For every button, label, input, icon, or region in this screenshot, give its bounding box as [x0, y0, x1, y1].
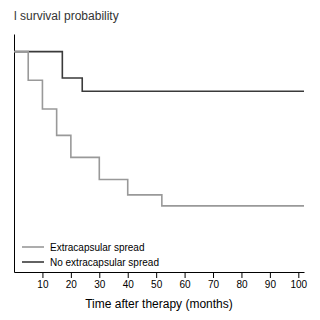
series-line: [14, 52, 304, 206]
x-tick-mark: [298, 272, 299, 278]
x-tick-mark: [99, 272, 100, 278]
x-tick-label: 70: [208, 279, 220, 290]
legend-swatch: [22, 261, 44, 263]
x-tick-mark: [213, 272, 214, 278]
y-axis-line: [14, 35, 15, 273]
chart: l survival probability 10 20 30 40 50 60 70 80 90…: [0, 0, 320, 320]
x-tick: 10: [37, 272, 49, 290]
x-tick-mark: [71, 272, 72, 278]
legend: Extracapsular spread No extracapsular spr…: [22, 242, 159, 268]
x-tick-mark: [42, 272, 43, 278]
x-tick-label: 30: [94, 279, 106, 290]
series-line: [14, 52, 304, 92]
x-tick-mark: [270, 272, 271, 278]
x-tick-mark: [128, 272, 129, 278]
legend-swatch: [22, 246, 44, 248]
x-tick: 70: [208, 272, 220, 290]
x-tick-label: 100: [290, 279, 307, 290]
legend-label: Extracapsular spread: [50, 242, 145, 253]
x-tick: 40: [123, 272, 135, 290]
x-tick-label: 60: [180, 279, 192, 290]
x-tick-label: 40: [123, 279, 135, 290]
x-tick-label: 20: [66, 279, 78, 290]
x-tick-label: 90: [265, 279, 277, 290]
x-tick-label: 10: [37, 279, 49, 290]
x-tick-mark: [241, 272, 242, 278]
x-tick: 60: [180, 272, 192, 290]
x-tick-label: 50: [151, 279, 163, 290]
x-tick-label: 80: [236, 279, 248, 290]
x-tick: 30: [94, 272, 106, 290]
x-axis: 10 20 30 40 50 60 70 80 90 100: [15, 272, 308, 290]
x-tick: 100: [290, 272, 307, 290]
x-tick: 50: [151, 272, 163, 290]
plot-area: [14, 52, 304, 206]
x-tick-mark: [156, 272, 157, 278]
x-tick: 80: [236, 272, 248, 290]
x-tick: 90: [265, 272, 277, 290]
x-axis-title: Time after therapy (months): [85, 297, 233, 311]
x-axis-line: [15, 272, 305, 273]
legend-label: No extracapsular spread: [50, 257, 159, 268]
title: l survival probability: [14, 9, 119, 23]
x-tick: 20: [66, 272, 78, 290]
x-tick-mark: [185, 272, 186, 278]
y-axis: [14, 35, 15, 273]
